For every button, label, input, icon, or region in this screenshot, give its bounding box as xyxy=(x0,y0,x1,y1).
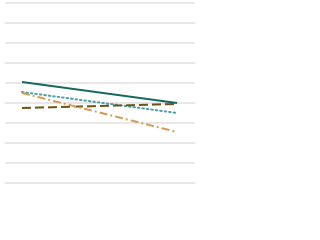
series-line xyxy=(21,92,178,133)
chart xyxy=(5,2,195,184)
series-line xyxy=(21,81,178,104)
series-line xyxy=(21,91,178,114)
series-line xyxy=(21,103,178,109)
